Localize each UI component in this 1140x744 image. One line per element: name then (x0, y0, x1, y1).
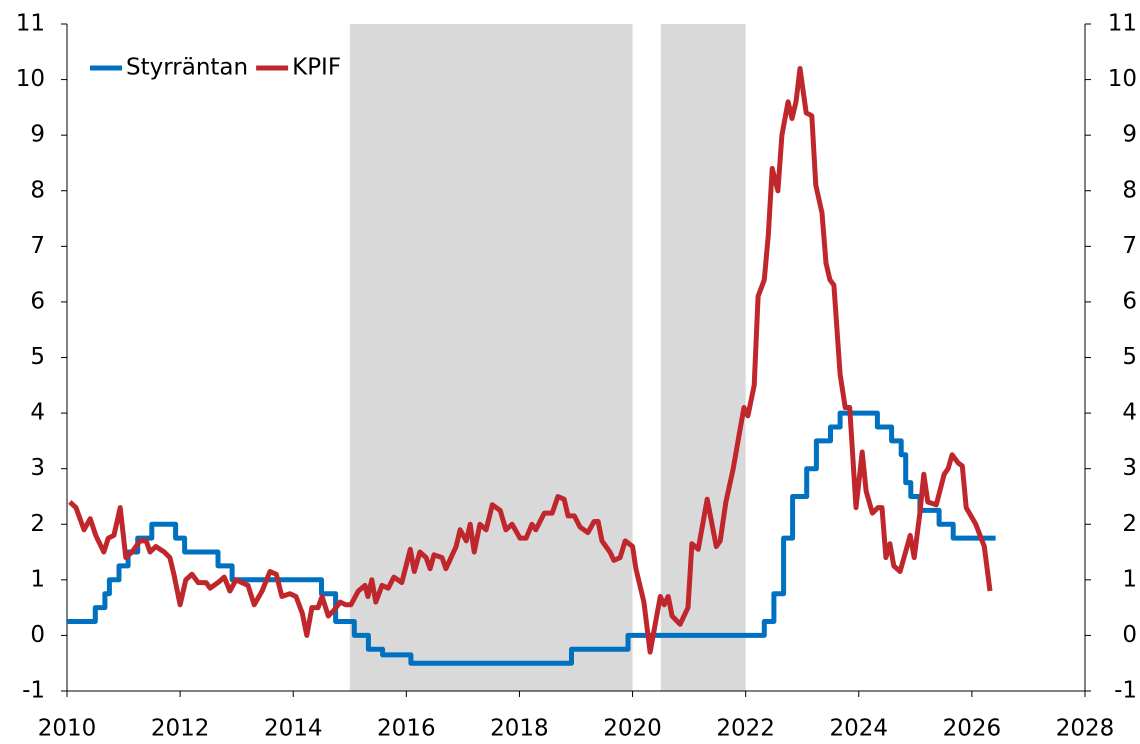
shaded-region (660, 24, 746, 691)
y-tick-label: 6 (30, 288, 45, 314)
y-tick-label: 11 (16, 11, 45, 37)
y-tick-label: 5 (30, 344, 45, 370)
y2-tick-label: 3 (1122, 455, 1137, 481)
y2-tick-label: -1 (1114, 678, 1137, 704)
y2-tick-label: 4 (1122, 400, 1137, 426)
x-tick-label: 2028 (1056, 716, 1115, 742)
x-tick-label: 2024 (830, 716, 889, 742)
y-tick-label: 0 (30, 622, 45, 648)
y2-tick-label: 11 (1108, 11, 1137, 37)
y2-tick-label: 2 (1122, 511, 1137, 537)
y-tick-label: 3 (30, 455, 45, 481)
y-tick-label: 7 (30, 233, 45, 259)
y2-tick-label: 5 (1122, 344, 1137, 370)
legend-label: Styrräntan (126, 55, 248, 81)
shaded-region (349, 24, 633, 691)
y-tick-label: -1 (22, 678, 45, 704)
x-tick-label: 2018 (490, 716, 549, 742)
y-tick-label: 4 (30, 400, 45, 426)
x-tick-label: 2012 (151, 716, 210, 742)
legend-label: KPIF (292, 55, 341, 81)
x-tick-label: 2022 (716, 716, 775, 742)
y2-tick-label: 8 (1122, 177, 1137, 203)
series-line (68, 66, 993, 655)
y2-tick-label: 6 (1122, 288, 1137, 314)
y-tick-label: 10 (16, 66, 45, 92)
y2-tick-label: 10 (1108, 66, 1137, 92)
x-tick-label: 2016 (377, 716, 436, 742)
x-tick-label: 2010 (38, 716, 97, 742)
y-tick-label: 9 (30, 122, 45, 148)
x-tick-label: 2020 (603, 716, 662, 742)
x-tick-label: 2014 (264, 716, 323, 742)
y2-tick-label: 7 (1122, 233, 1137, 259)
y-tick-label: 1 (30, 566, 45, 592)
x-tick-label: 2026 (943, 716, 1002, 742)
y-tick-label: 2 (30, 511, 45, 537)
y-tick-label: 8 (30, 177, 45, 203)
y2-tick-label: 0 (1122, 622, 1137, 648)
y2-tick-label: 9 (1122, 122, 1137, 148)
y2-tick-label: 1 (1122, 566, 1137, 592)
